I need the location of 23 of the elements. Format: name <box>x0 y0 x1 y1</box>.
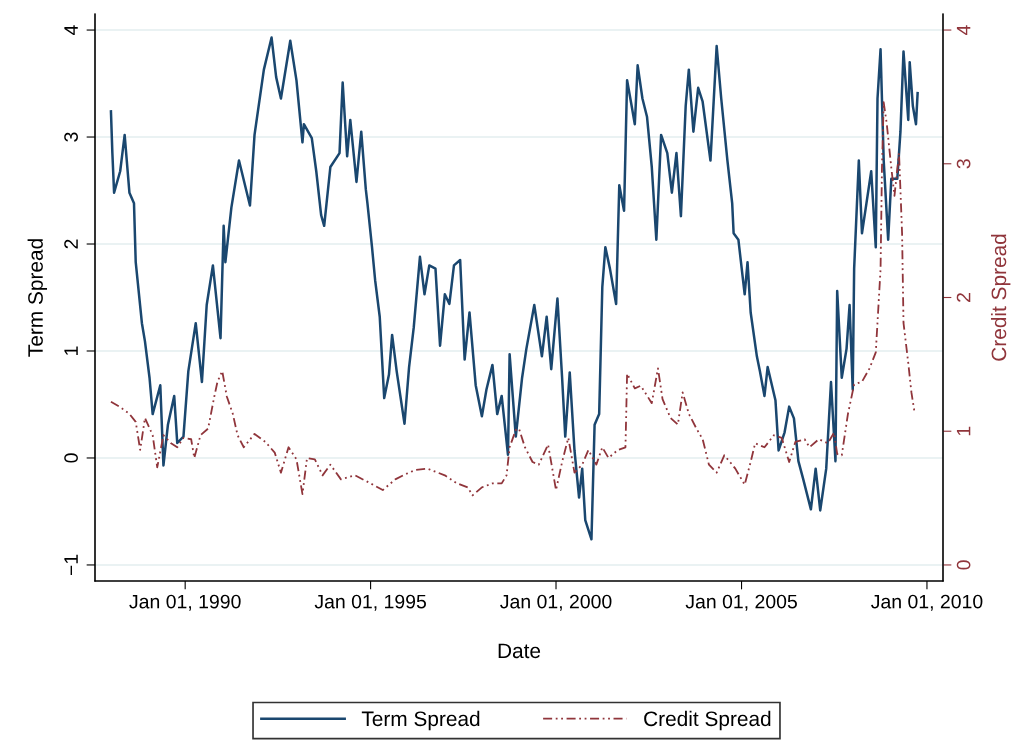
x-tick-label: Jan 01, 2000 <box>500 594 612 611</box>
line-series <box>109 36 919 541</box>
x-tick-label: Jan 01, 2010 <box>871 594 983 611</box>
y-tick-label: 3 <box>64 132 78 142</box>
x-tick-label: Jan 01, 1995 <box>314 594 426 611</box>
x-tick-label: Jan 01, 2005 <box>685 594 797 611</box>
x-axis-title: Date <box>498 643 541 659</box>
line-series <box>110 101 916 497</box>
y2-tick-label: 0 <box>956 560 971 570</box>
y-tick-label: 4 <box>64 25 78 36</box>
y-tick-label: 0 <box>64 453 78 463</box>
y2-tick-label: 1 <box>956 426 971 436</box>
y-tick-label: 2 <box>64 239 78 249</box>
y-tick-label: −1 <box>64 554 78 576</box>
y2-tick-label: 2 <box>956 293 971 302</box>
y-tick-label: 1 <box>64 346 78 355</box>
y2-axis-title: Credit Spread <box>990 234 1011 361</box>
y2-tick-label: 3 <box>956 159 971 169</box>
x-tick-label: Jan 01, 1990 <box>129 594 241 611</box>
y-axis-title: Term Spread <box>27 239 48 357</box>
y2-tick-label: 4 <box>956 25 971 36</box>
legend-label: Credit Spread <box>644 710 771 731</box>
legend-label: Term Spread <box>361 710 480 731</box>
